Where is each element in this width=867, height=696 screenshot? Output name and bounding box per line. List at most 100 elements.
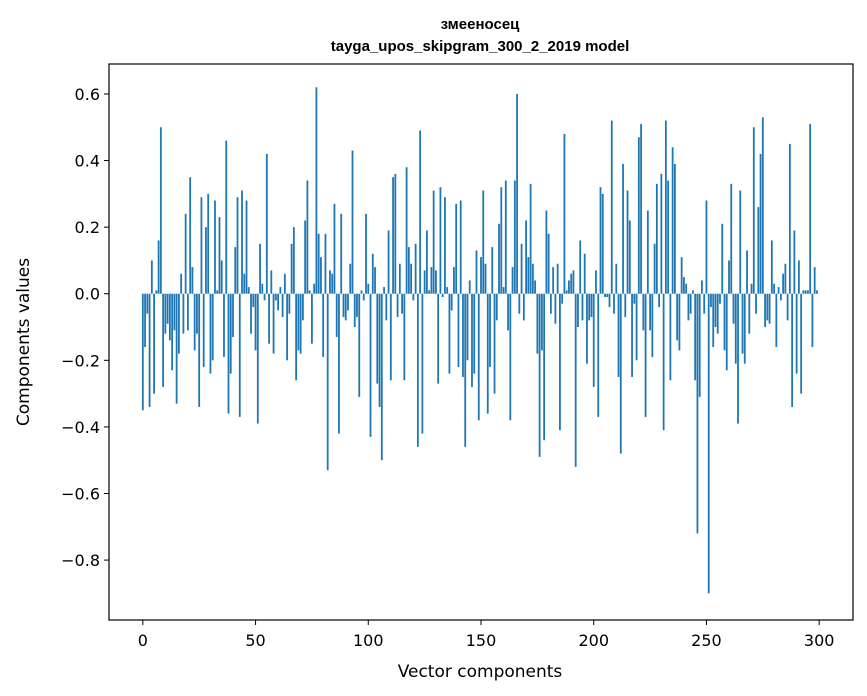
bar-103	[374, 267, 376, 294]
bar-49	[252, 293, 255, 308]
bar-23	[193, 293, 196, 351]
bar-114	[398, 263, 401, 294]
y-tick-label: −0.4	[61, 418, 100, 437]
x-axis-label: Vector components	[398, 662, 563, 682]
bar-257	[721, 223, 724, 294]
bar-81	[324, 233, 327, 294]
bar-32	[214, 200, 216, 294]
bar-14	[173, 293, 176, 331]
x-tick-label: 200	[578, 631, 609, 650]
bar-294	[804, 290, 807, 294]
bar-96	[358, 293, 361, 397]
bar-0	[141, 293, 144, 411]
bar-1	[144, 293, 146, 347]
bar-279	[770, 240, 773, 294]
bar-212	[619, 293, 622, 454]
bar-236	[673, 163, 676, 294]
bar-61	[279, 287, 282, 294]
bar-295	[807, 290, 809, 294]
bar-24	[196, 293, 198, 334]
bar-56	[268, 293, 270, 344]
bar-193	[577, 293, 579, 328]
bar-207	[608, 293, 611, 308]
bar-265	[739, 190, 742, 294]
bar-2	[146, 293, 149, 314]
bar-118	[407, 247, 410, 294]
bar-126	[425, 230, 428, 294]
bar-205	[604, 293, 606, 298]
bar-99	[365, 213, 367, 294]
x-tick-label: 300	[804, 631, 835, 650]
bar-39	[229, 293, 232, 374]
bar-67	[292, 227, 295, 294]
bar-79	[320, 257, 322, 294]
bar-111	[392, 177, 394, 294]
bar-172	[529, 183, 532, 294]
bar-166	[516, 93, 518, 294]
bar-88	[340, 213, 343, 294]
bar-241	[685, 283, 688, 294]
plot-frame	[108, 63, 854, 621]
bar-258	[723, 293, 726, 351]
bar-272	[755, 293, 757, 314]
bar-8	[159, 127, 162, 294]
bar-174	[534, 280, 537, 294]
bar-84	[331, 273, 334, 294]
bar-185	[559, 293, 561, 431]
bar-291	[797, 260, 800, 294]
bar-21	[189, 177, 192, 294]
bar-65	[288, 293, 291, 314]
bar-239	[680, 257, 683, 294]
bar-82	[326, 293, 329, 471]
bar-140	[457, 293, 460, 367]
bar-275	[761, 117, 764, 294]
bar-91	[347, 293, 349, 311]
bar-70	[299, 293, 302, 354]
bar-73	[306, 180, 309, 294]
bar-124	[421, 293, 424, 434]
bar-38	[227, 293, 230, 414]
bar-157	[495, 293, 498, 321]
bar-31	[211, 293, 214, 361]
bar-29	[207, 193, 210, 294]
bar-34	[218, 217, 221, 294]
bar-271	[752, 127, 755, 294]
bar-199	[590, 293, 593, 318]
bar-136	[448, 293, 451, 374]
bar-3	[148, 293, 151, 407]
bar-27	[202, 293, 205, 367]
bar-192	[574, 293, 577, 467]
bar-278	[768, 293, 771, 324]
bar-180	[547, 233, 550, 294]
bar-80	[322, 293, 325, 357]
bar-134	[444, 197, 446, 294]
bar-30	[209, 293, 212, 374]
bar-273	[757, 207, 760, 294]
bar-250	[705, 200, 708, 294]
x-tick-label: 100	[353, 631, 384, 650]
bar-213	[622, 163, 624, 294]
bar-107	[383, 287, 385, 294]
bar-9	[162, 293, 165, 387]
bar-4	[150, 260, 153, 294]
bar-162	[507, 293, 509, 331]
bar-255	[716, 293, 719, 334]
bar-159	[500, 187, 503, 294]
bar-251	[707, 293, 710, 594]
bar-55	[265, 153, 268, 294]
y-axis-label: Components values	[14, 258, 34, 426]
bar-217	[631, 293, 633, 377]
bar-121	[414, 243, 417, 294]
bar-195	[581, 293, 584, 321]
bar-187	[563, 133, 566, 294]
bar-40	[232, 293, 234, 338]
bar-232	[664, 120, 667, 294]
bar-102	[371, 253, 374, 294]
bar-259	[725, 293, 728, 371]
bar-276	[764, 293, 766, 328]
bar-127	[428, 290, 431, 294]
bar-194	[579, 240, 582, 294]
bar-93	[351, 150, 354, 294]
bar-116	[403, 293, 406, 381]
